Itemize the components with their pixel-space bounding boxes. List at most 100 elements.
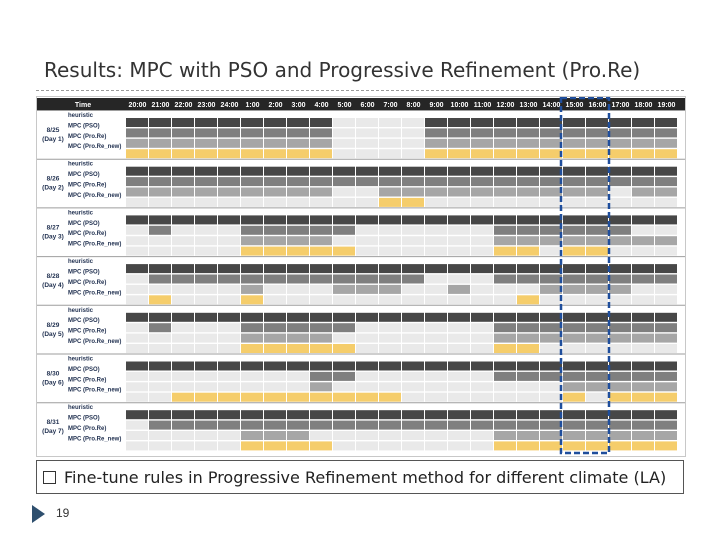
schedule-cell <box>241 344 263 353</box>
schedule-cell <box>264 236 286 246</box>
schedule-cell <box>333 420 355 430</box>
schedule-cell <box>402 177 424 187</box>
strategy-label: heuristic <box>68 210 94 216</box>
schedule-cell <box>448 118 470 127</box>
strategy-label: MPC (Pro.Re) <box>68 329 106 335</box>
schedule-cell <box>632 138 654 148</box>
schedule-cell <box>241 274 263 284</box>
schedule-cell <box>379 236 401 246</box>
schedule-cell <box>379 128 401 138</box>
schedule-cell <box>287 410 309 420</box>
schedule-cell <box>402 187 424 197</box>
schedule-cell <box>609 333 631 343</box>
schedule-cell <box>632 187 654 197</box>
schedule-cell <box>264 323 286 333</box>
schedule-cell <box>494 177 516 187</box>
schedule-cell <box>241 128 263 138</box>
schedule-cell <box>172 371 194 381</box>
schedule-cell <box>448 197 470 207</box>
schedule-cell <box>655 236 677 246</box>
schedule-cell <box>264 371 286 381</box>
schedule-cell <box>609 166 631 176</box>
schedule-cell <box>172 128 194 138</box>
schedule-cell <box>425 128 447 138</box>
schedule-cell <box>655 177 677 187</box>
schedule-cell <box>195 246 217 256</box>
schedule-cell <box>149 236 171 246</box>
hour-label: 12:00 <box>497 102 515 109</box>
schedule-cell <box>149 197 171 207</box>
schedule-cell <box>586 197 608 207</box>
strategy-label: MPC (Pro.Re_new) <box>68 339 121 345</box>
schedule-cell <box>333 166 355 176</box>
schedule-cell <box>494 264 516 274</box>
schedule-cell <box>195 333 217 343</box>
schedule-cell <box>402 236 424 246</box>
schedule-cell <box>471 274 493 284</box>
schedule-cell <box>448 295 470 305</box>
hour-label: 2:00 <box>268 102 282 109</box>
day-number-label: (Day 3) <box>42 233 64 240</box>
schedule-cell <box>448 361 470 371</box>
schedule-cell <box>540 138 562 148</box>
schedule-cell <box>218 177 240 187</box>
schedule-cell <box>632 166 654 176</box>
schedule-cell <box>540 274 562 284</box>
schedule-cell <box>563 274 585 284</box>
strategy-label: MPC (Pro.Re_new) <box>68 388 121 394</box>
schedule-cell <box>126 177 148 187</box>
schedule-cell <box>264 128 286 138</box>
schedule-cell <box>310 392 332 402</box>
schedule-cell <box>655 215 677 225</box>
schedule-cell <box>448 264 470 274</box>
schedule-cell <box>632 128 654 138</box>
schedule-cell <box>356 128 378 138</box>
strategy-label: MPC (PSO) <box>68 270 100 276</box>
schedule-cell <box>471 166 493 176</box>
schedule-cell <box>448 323 470 333</box>
schedule-cell <box>287 128 309 138</box>
schedule-cell <box>264 295 286 305</box>
schedule-cell <box>126 128 148 138</box>
schedule-cell <box>195 274 217 284</box>
schedule-cell <box>287 197 309 207</box>
schedule-cell <box>218 264 240 274</box>
schedule-cell <box>563 392 585 402</box>
schedule-cell <box>356 225 378 235</box>
hour-label: 22:00 <box>175 102 193 109</box>
schedule-cell <box>402 264 424 274</box>
schedule-cell <box>517 149 539 159</box>
schedule-cell <box>563 225 585 235</box>
schedule-cell <box>379 264 401 274</box>
schedule-cell <box>241 382 263 392</box>
schedule-cell <box>218 187 240 197</box>
schedule-cell <box>356 420 378 430</box>
schedule-cell <box>632 215 654 225</box>
hour-label: 10:00 <box>451 102 469 109</box>
schedule-cell <box>563 197 585 207</box>
schedule-cell <box>494 420 516 430</box>
schedule-cell <box>310 382 332 392</box>
schedule-cell <box>517 323 539 333</box>
schedule-cell <box>655 361 677 371</box>
schedule-cell <box>494 128 516 138</box>
schedule-cell <box>655 246 677 256</box>
schedule-cell <box>540 333 562 343</box>
day-number-label: (Day 7) <box>42 428 64 435</box>
schedule-cell <box>310 284 332 294</box>
schedule-cell <box>517 138 539 148</box>
schedule-cell <box>149 149 171 159</box>
schedule-cell <box>310 295 332 305</box>
day-number-label: (Day 4) <box>42 282 64 289</box>
schedule-cell <box>379 333 401 343</box>
highlight-box <box>559 97 611 455</box>
schedule-cell <box>632 246 654 256</box>
schedule-cell <box>241 197 263 207</box>
schedule-cell <box>494 361 516 371</box>
schedule-cell <box>379 149 401 159</box>
schedule-cell <box>126 274 148 284</box>
schedule-cell <box>356 274 378 284</box>
schedule-cell <box>126 344 148 353</box>
schedule-cell <box>471 177 493 187</box>
header-bar <box>37 98 685 110</box>
